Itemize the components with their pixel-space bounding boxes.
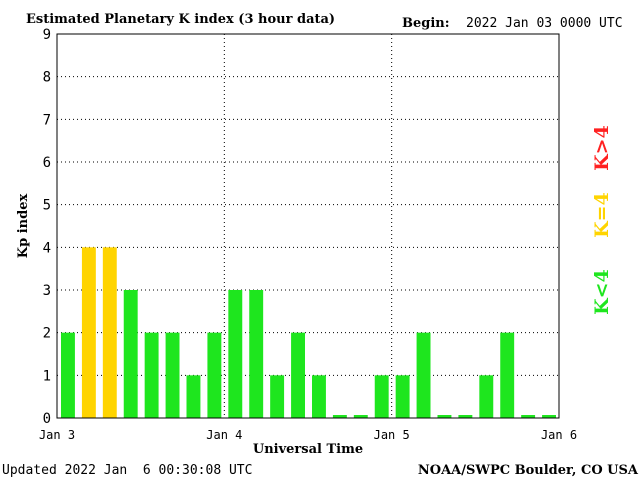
y-tick-label: 1 xyxy=(43,368,51,384)
y-tick-label: 7 xyxy=(43,112,51,128)
updated-timestamp: Updated 2022 Jan 6 00:30:08 UTC xyxy=(2,463,252,478)
kp-bar xyxy=(521,415,536,418)
y-tick-label: 8 xyxy=(43,70,51,86)
kp-bar xyxy=(81,247,96,418)
y-tick-label: 4 xyxy=(43,240,51,256)
kp-bar xyxy=(458,415,473,418)
kp-bar xyxy=(165,332,180,418)
bar-series xyxy=(61,247,556,418)
kp-bar xyxy=(542,415,556,418)
x-tick-label: Jan 4 xyxy=(206,428,242,442)
kp-bar xyxy=(374,375,389,418)
kp-bar xyxy=(123,290,138,418)
kp-bar xyxy=(312,375,326,418)
x-tick-label: Jan 6 xyxy=(541,428,577,442)
kp-bar xyxy=(479,375,494,418)
kp-bar xyxy=(228,290,243,418)
x-tick-label: Jan 3 xyxy=(39,428,75,442)
kp-bar xyxy=(416,332,431,418)
y-tick-label: 3 xyxy=(43,283,51,299)
kp-bar xyxy=(291,332,305,418)
y-tick-label: 2 xyxy=(43,326,51,342)
begin-label: Begin: xyxy=(402,16,450,31)
y-tick-label: 0 xyxy=(43,411,51,427)
kp-bar xyxy=(61,332,75,418)
kp-bar xyxy=(249,290,264,418)
chart-title: Estimated Planetary K index (3 hour data… xyxy=(26,12,335,27)
legend-k-below-4: K<4 xyxy=(591,269,613,315)
x-axis-label: Universal Time xyxy=(253,442,363,457)
kp-bar xyxy=(395,375,410,418)
begin-value: 2022 Jan 03 0000 UTC xyxy=(466,16,623,31)
legend-k-equal-4: K=4 xyxy=(591,192,613,238)
kp-bar xyxy=(500,332,515,418)
plot-frame xyxy=(56,33,560,419)
y-tick-label: 9 xyxy=(43,27,51,43)
kp-bar xyxy=(186,375,201,418)
y-axis-label: Kp index xyxy=(16,194,31,259)
kp-bar xyxy=(353,415,368,418)
x-tick-labels: Jan 3 Jan 4 Jan 5 Jan 6 xyxy=(39,428,577,442)
kp-bar xyxy=(332,415,347,418)
y-tick-label: 6 xyxy=(43,155,51,171)
kp-bar xyxy=(207,332,222,418)
kp-bar xyxy=(144,332,159,418)
y-tick-labels: 0 1 2 3 4 5 6 7 8 9 xyxy=(43,27,51,427)
kp-bar xyxy=(270,375,285,418)
legend-k-above-4: K>4 xyxy=(591,125,613,171)
source-credit: NOAA/SWPC Boulder, CO USA xyxy=(418,463,639,478)
x-tick-label: Jan 5 xyxy=(374,428,410,442)
kp-bar xyxy=(437,415,452,418)
kp-bar xyxy=(102,247,117,418)
plot-grid xyxy=(57,34,559,418)
y-tick-label: 5 xyxy=(43,198,51,214)
